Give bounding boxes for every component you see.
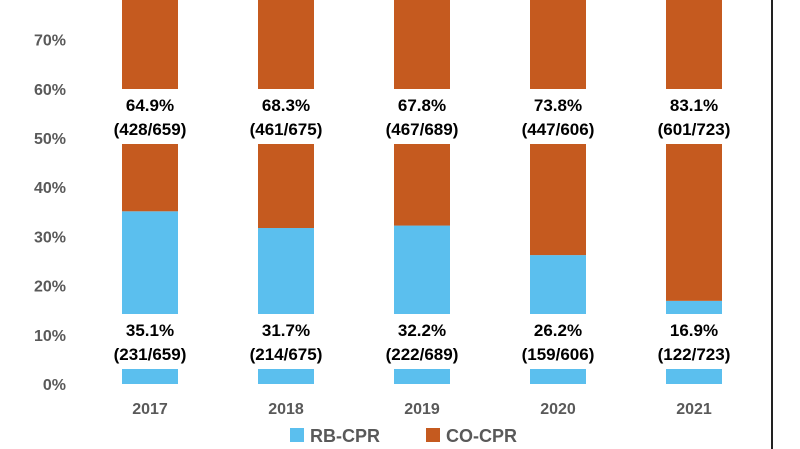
legend-label-rb-cpr: RB-CPR <box>310 426 380 446</box>
y-tick-label: 0% <box>43 377 66 394</box>
legend: RB-CPR CO-CPR <box>290 426 517 446</box>
y-tick-label: 20% <box>34 279 66 296</box>
x-tick-label: 2017 <box>132 401 168 418</box>
data-label-rb-cpr: 35.1% <box>126 321 174 340</box>
data-label-co-cpr: 68.3% <box>262 96 310 115</box>
data-label-background <box>632 89 756 144</box>
data-label-background <box>224 314 348 369</box>
y-tick-label: 70% <box>34 33 66 50</box>
data-label-co-cpr: (467/689) <box>386 120 459 139</box>
x-axis-ticks: 2017 2018 2019 2020 2021 <box>132 401 712 418</box>
data-label-co-cpr: 67.8% <box>398 96 446 115</box>
y-tick-label: 10% <box>34 328 66 345</box>
data-label-co-cpr: (428/659) <box>114 120 187 139</box>
data-label-rb-cpr: 32.2% <box>398 321 446 340</box>
data-label-co-cpr: (601/723) <box>658 120 731 139</box>
data-label-co-cpr: (447/606) <box>522 120 595 139</box>
x-tick-label: 2020 <box>540 401 576 418</box>
y-tick-label: 30% <box>34 229 66 246</box>
y-tick-label: 60% <box>34 82 66 99</box>
x-tick-label: 2018 <box>268 401 304 418</box>
data-label-co-cpr: 64.9% <box>126 96 174 115</box>
bar-segment-co-cpr <box>666 0 722 301</box>
data-label-background <box>496 89 620 144</box>
data-label-rb-cpr: (222/689) <box>386 345 459 364</box>
x-tick-label: 2021 <box>676 401 712 418</box>
data-label-background <box>496 314 620 369</box>
data-label-background <box>360 89 484 144</box>
data-label-background <box>224 89 348 144</box>
data-labels-group: 35.1% (231/659) 64.9% (428/659) 31.7% (214/67… <box>88 89 756 369</box>
data-label-rb-cpr: (231/659) <box>114 345 187 364</box>
legend-swatch-co-cpr <box>426 428 440 442</box>
data-label-background <box>88 89 212 144</box>
y-tick-label: 40% <box>34 180 66 197</box>
data-label-rb-cpr: (159/606) <box>522 345 595 364</box>
legend-label-co-cpr: CO-CPR <box>446 426 517 446</box>
data-label-co-cpr: 73.8% <box>534 96 582 115</box>
data-label-rb-cpr: 16.9% <box>670 321 718 340</box>
data-label-background <box>632 314 756 369</box>
data-label-rb-cpr: (122/723) <box>658 345 731 364</box>
y-tick-label: 50% <box>34 131 66 148</box>
data-label-co-cpr: (461/675) <box>250 120 323 139</box>
x-tick-label: 2019 <box>404 401 440 418</box>
data-label-rb-cpr: (214/675) <box>250 345 323 364</box>
data-label-co-cpr: 83.1% <box>670 96 718 115</box>
data-label-background <box>360 314 484 369</box>
data-label-rb-cpr: 31.7% <box>262 321 310 340</box>
data-label-rb-cpr: 26.2% <box>534 321 582 340</box>
y-axis-ticks: 0% 10% 20% 30% 40% 50% 60% 70% <box>34 33 66 394</box>
data-label-background <box>88 314 212 369</box>
legend-swatch-rb-cpr <box>290 428 304 442</box>
